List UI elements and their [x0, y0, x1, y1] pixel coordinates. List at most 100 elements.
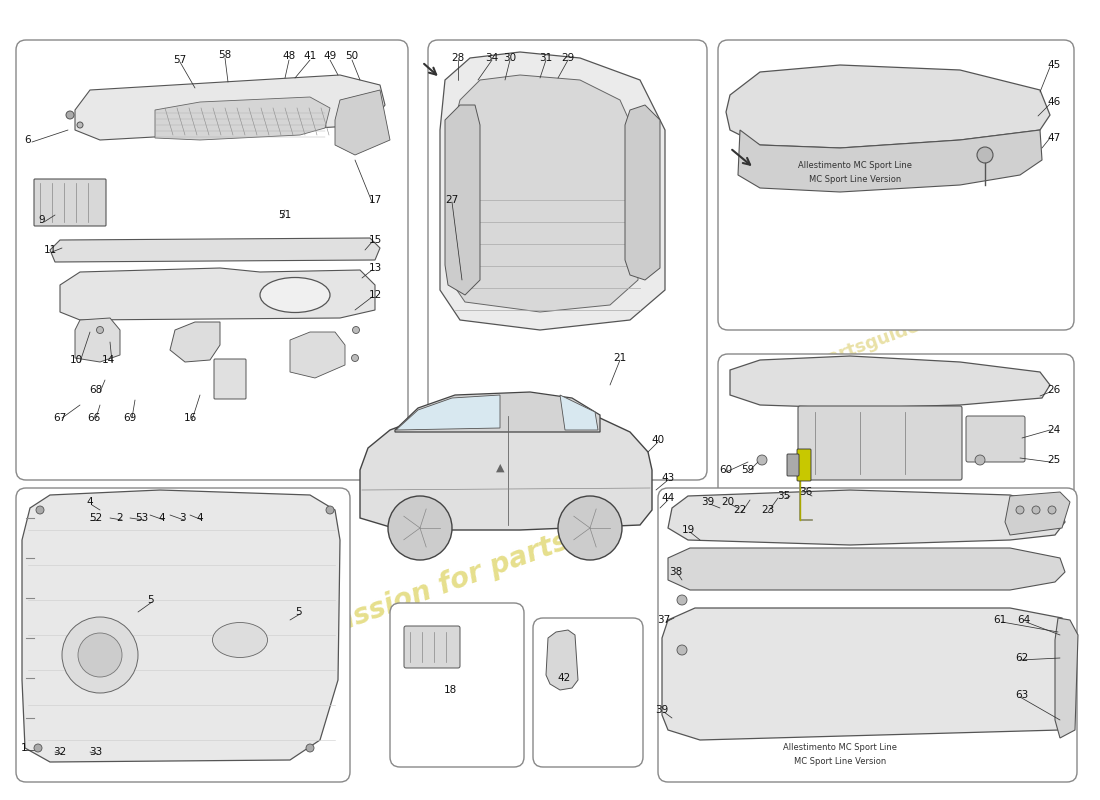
Circle shape [1016, 506, 1024, 514]
Text: 68: 68 [89, 385, 102, 395]
Text: MC Sport Line Version: MC Sport Line Version [794, 758, 887, 766]
Text: 52: 52 [89, 513, 102, 523]
Circle shape [757, 455, 767, 465]
Polygon shape [360, 408, 652, 530]
Text: 43: 43 [661, 473, 674, 483]
Text: 40: 40 [651, 435, 664, 445]
Text: 10: 10 [69, 355, 82, 365]
Text: 66: 66 [87, 413, 100, 423]
FancyBboxPatch shape [16, 40, 408, 480]
Text: 4: 4 [158, 513, 165, 523]
Text: 6: 6 [24, 135, 31, 145]
Polygon shape [155, 97, 330, 140]
Text: partsguide25: partsguide25 [814, 309, 946, 371]
Polygon shape [60, 268, 375, 320]
Circle shape [62, 617, 138, 693]
Polygon shape [730, 356, 1050, 408]
Text: 57: 57 [174, 55, 187, 65]
Text: 64: 64 [1018, 615, 1031, 625]
Text: 37: 37 [658, 615, 671, 625]
Polygon shape [440, 52, 666, 330]
Text: 44: 44 [661, 493, 674, 503]
Text: 47: 47 [1047, 133, 1060, 143]
Text: 19: 19 [681, 525, 694, 535]
Text: 30: 30 [504, 53, 517, 63]
Text: 5: 5 [295, 607, 301, 617]
Text: Allestimento MC Sport Line: Allestimento MC Sport Line [783, 743, 896, 753]
Text: 23: 23 [761, 505, 774, 515]
Polygon shape [738, 130, 1042, 192]
Circle shape [326, 506, 334, 514]
Circle shape [676, 645, 688, 655]
Polygon shape [546, 630, 578, 690]
Text: 51: 51 [278, 210, 292, 220]
Polygon shape [170, 322, 220, 362]
Text: 58: 58 [219, 50, 232, 60]
Text: 35: 35 [778, 491, 791, 501]
FancyBboxPatch shape [534, 618, 644, 767]
Text: Allestimento MC Sport Line: Allestimento MC Sport Line [798, 161, 912, 170]
Text: 28: 28 [451, 53, 464, 63]
Text: 2: 2 [117, 513, 123, 523]
Polygon shape [668, 548, 1065, 590]
Circle shape [36, 506, 44, 514]
Text: 39: 39 [702, 497, 715, 507]
Text: 14: 14 [101, 355, 114, 365]
FancyBboxPatch shape [786, 454, 799, 476]
Text: 41: 41 [304, 51, 317, 61]
Text: 34: 34 [485, 53, 498, 63]
Text: 1: 1 [21, 743, 28, 753]
FancyBboxPatch shape [16, 488, 350, 782]
Text: 59: 59 [741, 465, 755, 475]
FancyBboxPatch shape [428, 40, 707, 480]
Polygon shape [625, 105, 660, 280]
Text: 29: 29 [561, 53, 574, 63]
Text: 42: 42 [558, 673, 571, 683]
Circle shape [977, 147, 993, 163]
Text: 46: 46 [1047, 97, 1060, 107]
Text: 24: 24 [1047, 425, 1060, 435]
Text: 53: 53 [135, 513, 149, 523]
Text: 38: 38 [670, 567, 683, 577]
Text: 48: 48 [283, 51, 296, 61]
Text: 69: 69 [123, 413, 136, 423]
Text: 18: 18 [443, 685, 456, 695]
Text: 25: 25 [1047, 455, 1060, 465]
Text: 16: 16 [184, 413, 197, 423]
Text: 45: 45 [1047, 60, 1060, 70]
Text: 9: 9 [39, 215, 45, 225]
Circle shape [77, 122, 82, 128]
Polygon shape [75, 318, 120, 362]
Polygon shape [1005, 492, 1070, 535]
Polygon shape [662, 608, 1068, 740]
FancyBboxPatch shape [390, 603, 524, 767]
Polygon shape [446, 105, 480, 295]
Circle shape [66, 111, 74, 119]
Text: 13: 13 [368, 263, 382, 273]
Ellipse shape [212, 622, 267, 658]
Text: 50: 50 [345, 51, 359, 61]
Polygon shape [395, 392, 600, 432]
FancyBboxPatch shape [718, 354, 1074, 554]
Text: 49: 49 [323, 51, 337, 61]
Text: 3: 3 [178, 513, 185, 523]
Text: 60: 60 [719, 465, 733, 475]
FancyBboxPatch shape [214, 359, 246, 399]
FancyBboxPatch shape [718, 40, 1074, 330]
Ellipse shape [260, 278, 330, 313]
Text: 26: 26 [1047, 385, 1060, 395]
Polygon shape [336, 90, 390, 155]
Text: 4: 4 [87, 497, 94, 507]
Polygon shape [450, 75, 638, 312]
Text: 61: 61 [993, 615, 1007, 625]
Circle shape [97, 326, 103, 334]
Text: 12: 12 [368, 290, 382, 300]
Polygon shape [396, 395, 500, 430]
Text: 67: 67 [54, 413, 67, 423]
Text: 63: 63 [1015, 690, 1028, 700]
Text: 22: 22 [734, 505, 747, 515]
Circle shape [388, 496, 452, 560]
Text: 11: 11 [43, 245, 56, 255]
Text: 17: 17 [368, 195, 382, 205]
Polygon shape [560, 395, 598, 430]
